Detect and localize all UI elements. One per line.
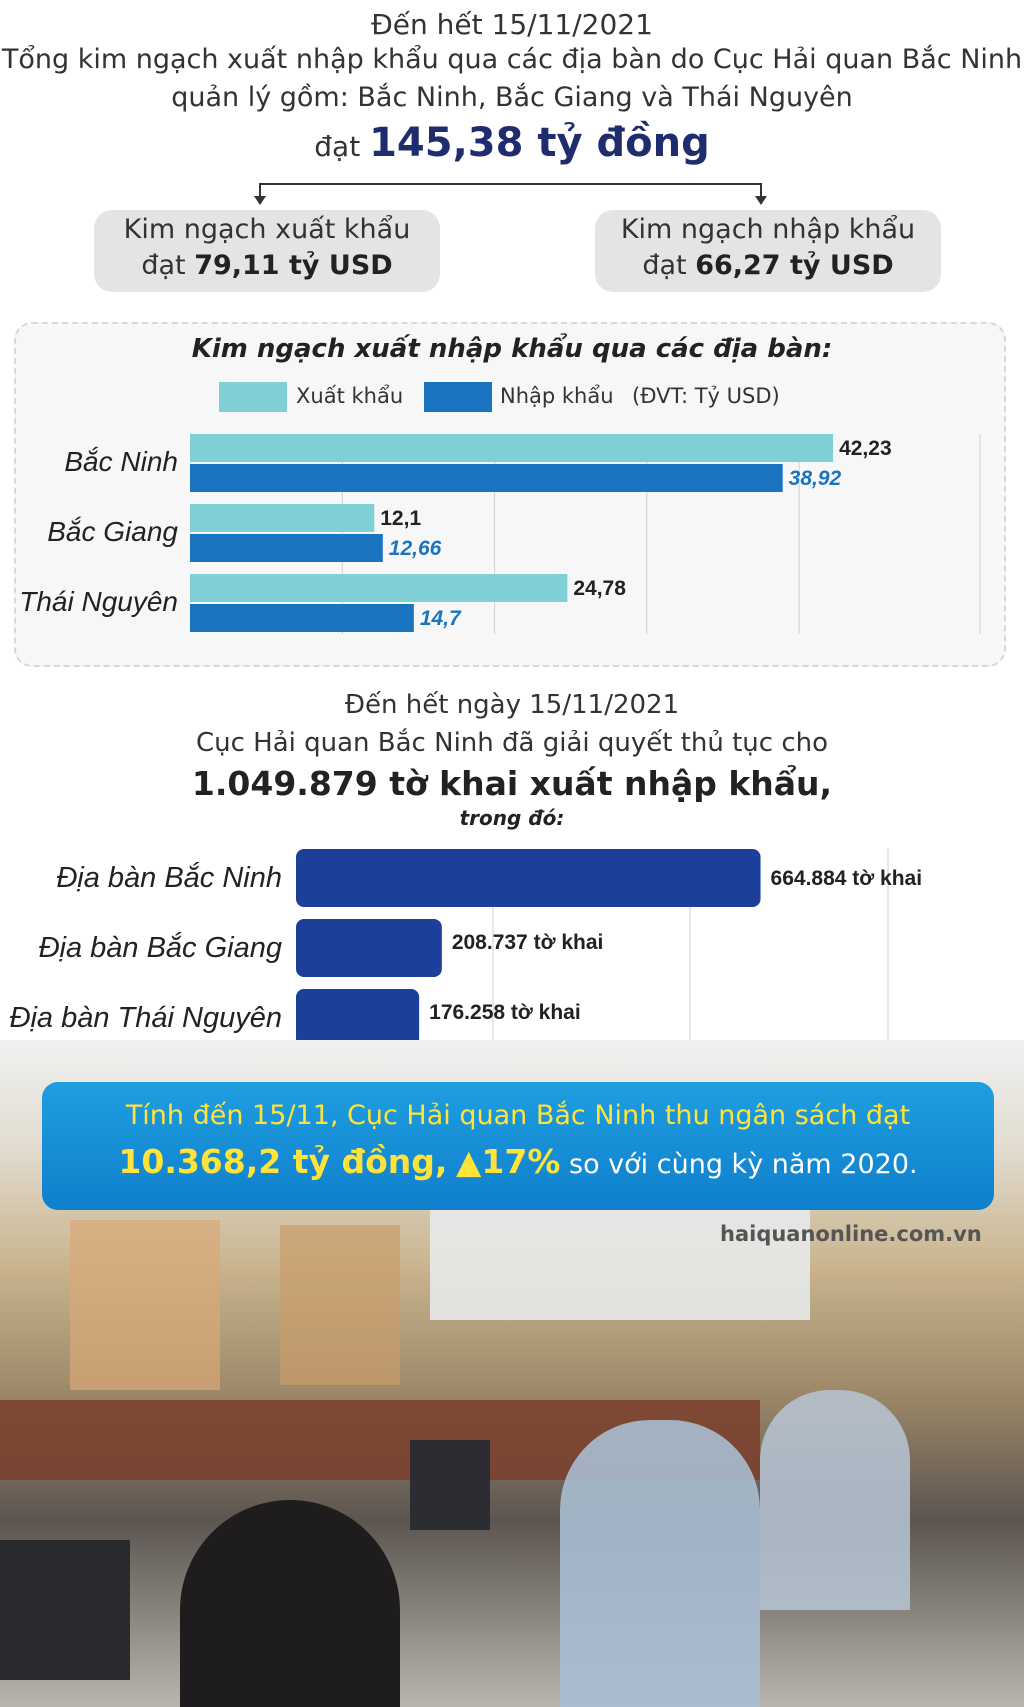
header-date: Đến hết 15/11/2021: [371, 8, 653, 41]
section2-total-declarations: 1.049.879 tờ khai xuất nhập khẩu,: [191, 764, 833, 803]
declarations-bar-chart: Địa bàn Bắc Ninh 664.884 tờ khai Địa bàn B…: [10, 849, 923, 1049]
total-prefix: đạt: [314, 130, 361, 163]
bar-export: [190, 504, 375, 532]
banner-line-2: 10.368,2 tỷ đồng, ▲17% so với cùng kỳ nă…: [42, 1142, 994, 1181]
bar-import: [190, 464, 783, 492]
section2-date: Đến hết ngày 15/11/2021: [344, 690, 680, 720]
category-label: Thái Nguyên: [19, 586, 178, 617]
legend-import-swatch: [424, 382, 492, 412]
import-summary-label: Kim ngạch nhập khẩu: [620, 214, 916, 245]
category-label: Bắc Ninh: [64, 446, 178, 477]
trade-chart-title: Kim ngạch xuất nhập khẩu qua các địa bàn…: [191, 334, 833, 364]
banner-line-1: Tính đến 15/11, Cục Hải quan Bắc Ninh th…: [125, 1100, 911, 1131]
data-label: 664.884 tờ khai: [771, 867, 923, 890]
bar-export: [190, 434, 834, 462]
source-credit: haiquanonline.com.vn: [720, 1222, 982, 1246]
category-label: Địa bàn Bắc Ninh: [56, 861, 282, 894]
photo-window: [70, 1220, 220, 1390]
legend-export-label: Xuất khẩu: [296, 384, 404, 408]
export-summary-value: 79,11 tỷ USD: [194, 250, 393, 281]
bar-declarations: [296, 849, 761, 907]
header-total: đạt 145,38 tỷ đồng: [0, 120, 1024, 166]
data-label: 12,66: [389, 537, 442, 560]
legend-unit: (ĐVT: Tỷ USD): [632, 384, 780, 408]
bar-declarations: [296, 919, 442, 977]
section2-subtitle: trong đó:: [459, 806, 565, 830]
connector-left: [259, 183, 261, 197]
data-label: 14,7: [420, 607, 462, 630]
photo-monitor: [0, 1540, 130, 1680]
connector-horizontal: [259, 183, 762, 185]
photo-person: [180, 1500, 400, 1707]
export-summary-card: Kim ngạch xuất khẩu đạt 79,11 tỷ USD: [94, 210, 440, 292]
trade-bar-chart: Bắc Ninh 42,23 38,92 Bắc Giang 12,1 12,66 Thái…: [19, 434, 981, 634]
photo-person: [760, 1390, 910, 1610]
data-label: 42,23: [839, 437, 892, 460]
connector-right: [760, 183, 762, 197]
export-summary-prefix: đạt: [141, 250, 186, 281]
trade-chart-panel: [14, 322, 1006, 667]
legend-import-label: Nhập khẩu: [500, 384, 614, 408]
section2-line-2: Cục Hải quan Bắc Ninh đã giải quyết thủ …: [195, 728, 829, 758]
import-summary-value-line: đạt 66,27 tỷ USD: [595, 248, 941, 284]
banner-change: ▲17%: [456, 1142, 561, 1181]
header-line-1: Tổng kim ngạch xuất nhập khẩu qua các đị…: [1, 44, 1023, 75]
photo-window: [280, 1225, 400, 1385]
data-label: 176.258 tờ khai: [429, 1001, 581, 1024]
category-label: Địa bàn Bắc Giang: [39, 931, 282, 964]
photo-person: [560, 1420, 760, 1707]
import-summary-value: 66,27 tỷ USD: [695, 250, 894, 281]
banner-value: 10.368,2 tỷ đồng,: [118, 1142, 448, 1181]
legend-export-swatch: [219, 382, 287, 412]
export-summary-label: Kim ngạch xuất khẩu: [123, 214, 411, 245]
import-summary-card: Kim ngạch nhập khẩu đạt 66,27 tỷ USD: [595, 210, 941, 292]
arrow-down-left-icon: [254, 196, 266, 205]
category-label: Địa bàn Thái Nguyên: [10, 1002, 282, 1034]
data-label: 208.737 tờ khai: [452, 931, 604, 954]
bar-declarations: [296, 989, 420, 1047]
export-summary-value-line: đạt 79,11 tỷ USD: [94, 248, 440, 284]
category-label: Bắc Giang: [47, 516, 178, 547]
budget-banner: [42, 1082, 994, 1210]
data-label: 38,92: [789, 467, 842, 490]
header-line-2: quản lý gồm: Bắc Ninh, Bắc Giang và Thái…: [171, 82, 853, 113]
photo-monitor: [410, 1440, 490, 1530]
import-summary-prefix: đạt: [642, 250, 687, 281]
total-value: 145,38 tỷ đồng: [369, 120, 710, 166]
bar-import: [190, 604, 414, 632]
data-label: 12,1: [380, 507, 421, 530]
bar-import: [190, 534, 383, 562]
bar-export: [190, 574, 568, 602]
banner-suffix: so với cùng kỳ năm 2020.: [569, 1149, 918, 1180]
photo-wall-panel: [430, 1200, 810, 1320]
data-label: 24,78: [573, 577, 626, 600]
arrow-down-right-icon: [755, 196, 767, 205]
